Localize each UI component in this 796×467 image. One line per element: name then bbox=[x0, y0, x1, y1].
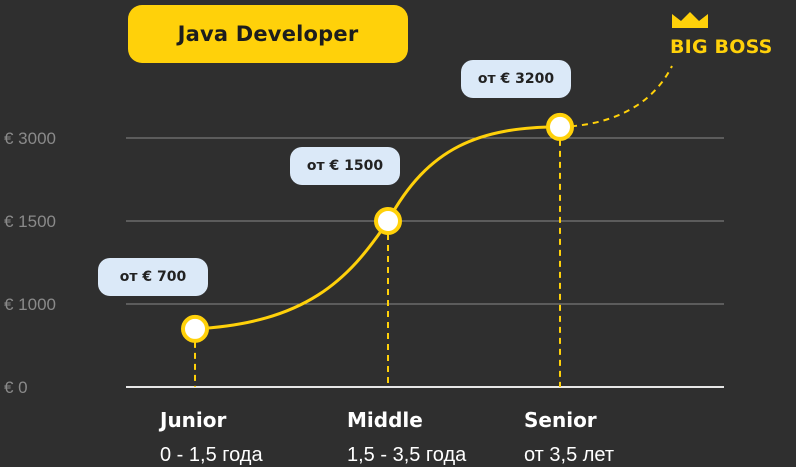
price-tag-middle: от € 1500 bbox=[290, 147, 400, 185]
y-tick-label-1000: € 1000 bbox=[4, 295, 56, 314]
level-name-junior: Junior bbox=[160, 408, 227, 432]
price-tag-senior: от € 3200 bbox=[461, 60, 571, 98]
level-experience-junior: 0 - 1,5 года bbox=[160, 444, 263, 466]
data-point-junior bbox=[181, 314, 209, 343]
big-boss-extension-line bbox=[559, 65, 673, 128]
level-junior: Junior 0 - 1,5 года bbox=[160, 408, 263, 467]
chart-title: Java Developer bbox=[128, 5, 408, 63]
big-boss-badge: BIG BOSS bbox=[670, 10, 796, 58]
y-tick-label-0: € 0 bbox=[4, 378, 28, 397]
level-middle: Middle 1,5 - 3,5 года bbox=[347, 408, 466, 467]
level-name-senior: Senior bbox=[524, 408, 597, 432]
crown-icon bbox=[672, 12, 708, 28]
data-point-middle bbox=[374, 207, 402, 235]
level-experience-senior: от 3,5 лет bbox=[524, 444, 615, 466]
data-point-senior bbox=[546, 112, 574, 141]
level-name-middle: Middle bbox=[347, 408, 423, 432]
y-tick-label-1500: € 1500 bbox=[4, 212, 56, 231]
big-boss-label: BIG BOSS bbox=[670, 36, 773, 58]
y-tick-label-3000: € 3000 bbox=[4, 129, 56, 148]
level-experience-middle: 1,5 - 3,5 года bbox=[347, 444, 467, 466]
price-tag-junior: от € 700 bbox=[98, 258, 208, 296]
level-senior: Senior от 3,5 лет bbox=[524, 408, 614, 467]
